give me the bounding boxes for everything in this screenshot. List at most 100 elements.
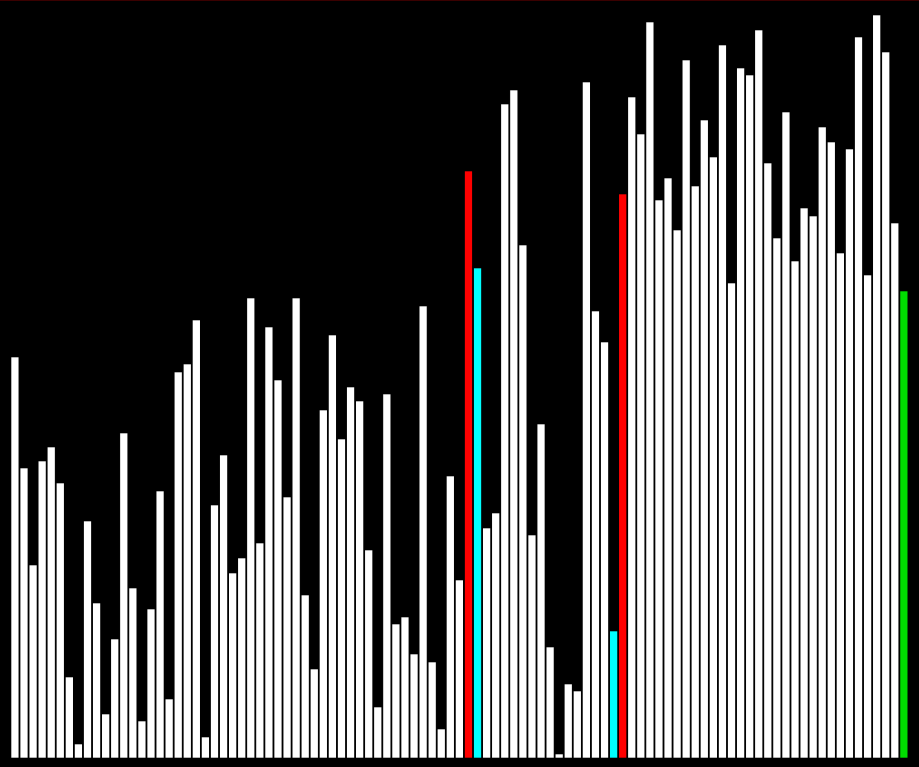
bar-53 <box>491 512 500 759</box>
bar-1 <box>19 467 29 759</box>
bar-red-50 <box>464 170 473 759</box>
bar-22 <box>210 504 219 759</box>
bar-38 <box>355 400 364 759</box>
bar-21 <box>201 736 210 759</box>
bar-8 <box>83 520 92 759</box>
bar-81 <box>745 74 754 759</box>
bar-56 <box>518 244 528 759</box>
bar-46 <box>427 661 437 759</box>
bar-65 <box>600 341 609 759</box>
bar-82 <box>754 29 763 759</box>
bar-80 <box>736 67 745 759</box>
bar-52 <box>482 527 491 759</box>
bar-64 <box>591 310 600 759</box>
bar-25 <box>237 557 246 759</box>
bar-24 <box>228 572 237 759</box>
bar-42 <box>391 623 401 759</box>
bar-93 <box>854 36 863 759</box>
bar-48 <box>446 475 455 759</box>
bar-91 <box>836 252 845 759</box>
bar-3 <box>37 460 47 759</box>
bar-41 <box>382 393 392 759</box>
bar-11 <box>110 638 119 759</box>
bar-cyan-66 <box>609 630 618 759</box>
bar-33 <box>310 668 319 759</box>
bar-45 <box>418 305 428 759</box>
bar-19 <box>183 363 192 759</box>
bar-34 <box>319 409 328 759</box>
bar-16 <box>155 490 165 759</box>
bar-20 <box>192 319 201 759</box>
bar-57 <box>527 534 537 759</box>
bar-0 <box>10 356 20 759</box>
bar-71 <box>654 199 664 759</box>
bar-32 <box>300 594 310 759</box>
bar-2 <box>28 564 38 759</box>
bar-54 <box>500 103 509 759</box>
bar-49 <box>455 579 464 759</box>
bar-5 <box>56 482 65 759</box>
bar-77 <box>709 156 718 759</box>
bar-10 <box>101 713 110 759</box>
bar-30 <box>282 496 292 759</box>
bar-9 <box>92 602 101 759</box>
bar-55 <box>509 89 519 759</box>
bar-18 <box>173 371 183 759</box>
bar-26 <box>246 297 256 759</box>
bar-43 <box>400 616 410 759</box>
bar-74 <box>681 59 691 759</box>
bar-85 <box>781 111 791 759</box>
bar-76 <box>700 119 709 759</box>
bar-28 <box>264 326 274 759</box>
bar-92 <box>845 148 854 759</box>
bar-84 <box>772 237 782 759</box>
bar-36 <box>337 438 346 759</box>
bar-70 <box>645 21 655 759</box>
bar-4 <box>46 446 56 759</box>
bar-27 <box>255 542 265 759</box>
bar-39 <box>364 549 373 759</box>
bar-89 <box>817 126 827 759</box>
bar-29 <box>273 379 283 759</box>
bar-88 <box>808 215 818 759</box>
bar-59 <box>545 646 555 759</box>
bar-62 <box>573 690 582 759</box>
bar-96 <box>881 51 890 759</box>
bar-97 <box>890 222 900 759</box>
bar-60 <box>554 753 564 759</box>
bar-17 <box>164 698 174 759</box>
bar-68 <box>627 96 636 759</box>
bar-69 <box>636 133 646 759</box>
bar-87 <box>799 207 809 759</box>
bar-15 <box>146 608 156 759</box>
bar-90 <box>827 141 836 759</box>
bar-79 <box>727 282 736 759</box>
bar-72 <box>663 177 673 759</box>
bar-cyan-51 <box>473 267 482 759</box>
bar-94 <box>863 274 872 759</box>
bar-37 <box>346 386 355 759</box>
bar-40 <box>373 706 382 759</box>
bar-23 <box>219 454 228 759</box>
bar-31 <box>291 297 301 759</box>
bar-red-67 <box>618 193 627 759</box>
bar-86 <box>790 260 800 759</box>
bar-95 <box>872 14 881 759</box>
bar-83 <box>763 162 773 759</box>
bar-12 <box>119 432 129 759</box>
bar-47 <box>437 728 446 759</box>
bar-13 <box>128 587 138 759</box>
bar-78 <box>718 44 727 759</box>
bar-63 <box>582 81 591 759</box>
bar-6 <box>65 676 74 759</box>
bar-35 <box>328 334 337 759</box>
bar-7 <box>74 743 83 759</box>
bar-green-98 <box>899 290 909 759</box>
bar-61 <box>564 683 573 759</box>
bar-73 <box>672 229 682 759</box>
bar-75 <box>690 185 700 759</box>
bar-58 <box>536 423 546 759</box>
bar-14 <box>137 720 147 759</box>
